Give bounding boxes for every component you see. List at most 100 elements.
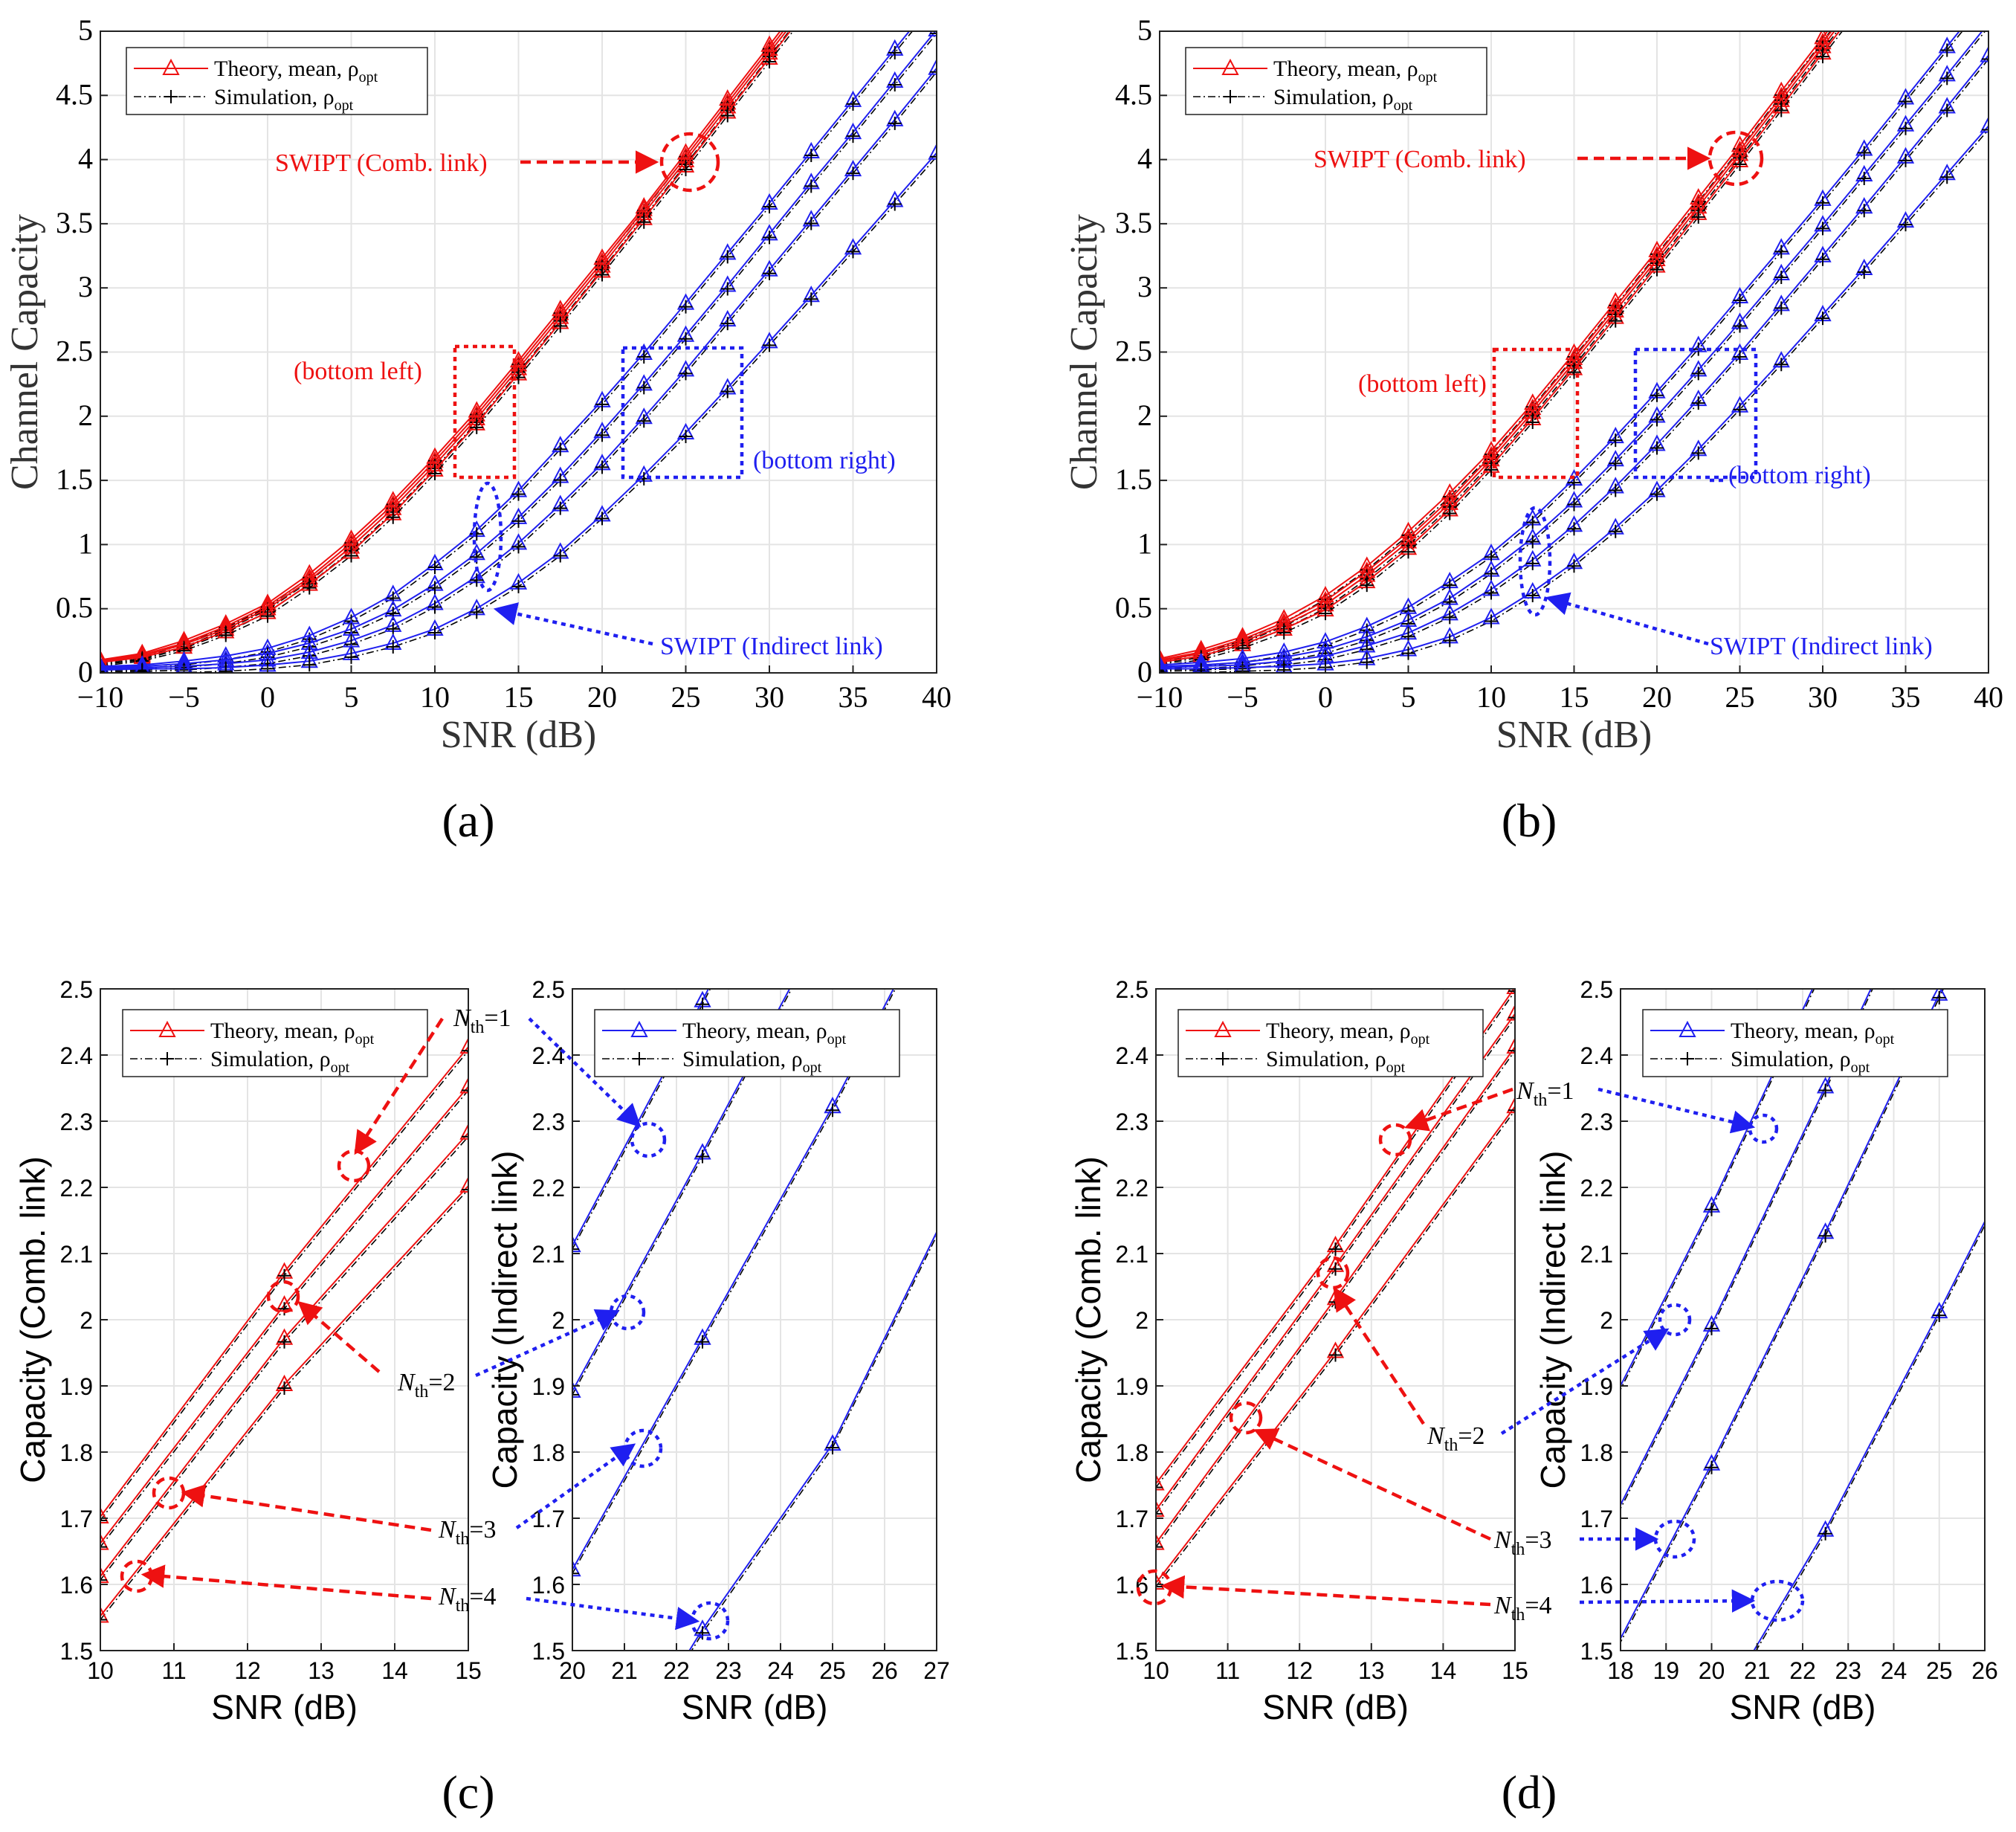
nth-label: Nth=1	[1516, 1077, 1574, 1110]
simulation-marker	[428, 467, 442, 481]
simulation-marker	[470, 605, 484, 619]
simulation-marker	[428, 600, 442, 614]
simulation-marker	[1650, 487, 1664, 501]
simulation-marker	[846, 245, 860, 259]
simulation-marker	[1650, 413, 1664, 427]
simulation-marker	[1774, 270, 1789, 284]
x-axis-label: SNR (dB)	[1496, 714, 1652, 756]
simulation-marker	[1816, 196, 1829, 210]
y-tick-label: 2	[1600, 1307, 1613, 1334]
simulation-marker	[100, 1514, 107, 1527]
y-tick-label: 1.5	[60, 1638, 93, 1665]
simulation-line	[1621, 989, 1815, 1391]
x-tick-label: 21	[1744, 1657, 1771, 1684]
simulation-marker	[100, 1573, 107, 1587]
theory-marker	[1156, 1533, 1165, 1550]
y-tick-label: 2.1	[532, 1241, 565, 1268]
simulation-marker	[277, 1335, 291, 1349]
simulation-marker	[888, 116, 902, 130]
simulation-marker	[303, 581, 317, 595]
y-tick-label: 4.5	[56, 77, 93, 111]
theory-marker	[1980, 45, 1988, 62]
simulation-line	[572, 989, 896, 1574]
simulation-marker	[1360, 655, 1374, 669]
y-tick-label: 1.9	[1116, 1373, 1148, 1400]
simulation-marker	[553, 549, 567, 563]
simulation-marker	[1609, 524, 1623, 538]
simulation-marker	[1818, 1229, 1832, 1243]
x-tick-label: 20	[587, 680, 617, 714]
simulation-line	[1160, 129, 1988, 673]
x-tick-label: 10	[1143, 1657, 1169, 1684]
highlight-circle	[609, 1294, 646, 1331]
y-tick-label: 1.5	[1580, 1638, 1613, 1665]
highlight-ellipse	[1518, 506, 1552, 617]
nth-subscript: th	[456, 1529, 470, 1549]
simulation-marker	[462, 1044, 468, 1058]
x-tick-label: 23	[1835, 1657, 1861, 1684]
simulation-marker	[826, 1441, 839, 1455]
y-tick-label: 2	[1135, 1307, 1148, 1334]
simulation-marker	[100, 1540, 107, 1554]
simulation-marker	[277, 1268, 291, 1283]
nth-subscript: th	[1511, 1605, 1525, 1625]
nth-value: =3	[1525, 1526, 1551, 1554]
simulation-line	[691, 1234, 937, 1651]
theory-marker	[1980, 116, 1988, 133]
y-tick-label: 2.3	[60, 1109, 93, 1135]
x-tick-label: 20	[1642, 680, 1672, 714]
simulation-marker	[1567, 497, 1581, 512]
simulation-marker	[1443, 633, 1457, 648]
legend-sim-label: Simulation, ρopt	[1273, 85, 1413, 114]
x-tick-label: 35	[1891, 680, 1921, 714]
annotation-arrow	[354, 1017, 444, 1155]
simulation-marker	[763, 54, 776, 68]
simulation-marker	[633, 1052, 646, 1065]
simulation-marker	[1156, 1540, 1163, 1554]
simulation-marker	[637, 414, 651, 428]
y-tick-label: 1.9	[532, 1373, 565, 1400]
panel-label-1: (b)	[1502, 794, 1557, 847]
simulation-marker	[1508, 1044, 1515, 1058]
annotation-label: (bottom right)	[1728, 462, 1871, 489]
simulation-marker	[595, 397, 609, 411]
simulation-marker	[1567, 365, 1581, 379]
simulation-marker	[553, 442, 567, 457]
simulation-marker	[1940, 43, 1954, 57]
simulation-marker	[303, 658, 317, 672]
x-axis-label: SNR (dB)	[441, 714, 596, 756]
simulation-marker	[462, 1129, 468, 1144]
y-tick-label: 1.7	[1116, 1506, 1148, 1532]
simulation-marker	[1691, 446, 1705, 460]
nth-symbol: N	[1427, 1422, 1446, 1450]
annotation-arrow	[1333, 1286, 1425, 1425]
nth-label: Nth=3	[438, 1516, 497, 1549]
x-axis-label: SNR (dB)	[1262, 1688, 1409, 1726]
simulation-marker	[1609, 314, 1623, 328]
highlight-circle	[630, 1121, 667, 1158]
simulation-marker	[572, 1242, 579, 1257]
x-tick-label: −5	[168, 680, 200, 714]
simulation-marker	[1484, 586, 1498, 600]
y-tick-label: 2.5	[1580, 976, 1613, 1003]
nth-symbol: N	[1493, 1592, 1513, 1619]
y-tick-label: 2.3	[1116, 1109, 1148, 1135]
highlight-ellipse	[1748, 1113, 1779, 1144]
annotation-arrow	[528, 1017, 642, 1128]
simulation-marker	[1156, 1480, 1163, 1494]
y-tick-label: 2.5	[56, 335, 93, 368]
simulation-marker	[1774, 103, 1789, 117]
nth-value: =1	[1547, 1077, 1574, 1105]
y-tick-label: 2.4	[60, 1042, 93, 1069]
theory-marker	[1590, 1542, 1605, 1556]
simulation-marker	[161, 1052, 174, 1065]
legend-theory-label: Theory, mean, ρopt	[1273, 57, 1438, 86]
x-axis-label: SNR (dB)	[211, 1688, 358, 1726]
simulation-marker	[1235, 641, 1250, 655]
theory-marker	[1506, 1004, 1515, 1021]
nth-symbol: N	[438, 1583, 457, 1610]
simulation-marker	[804, 148, 818, 162]
y-tick-label: 1.7	[60, 1506, 93, 1532]
simulation-marker	[1401, 646, 1415, 660]
